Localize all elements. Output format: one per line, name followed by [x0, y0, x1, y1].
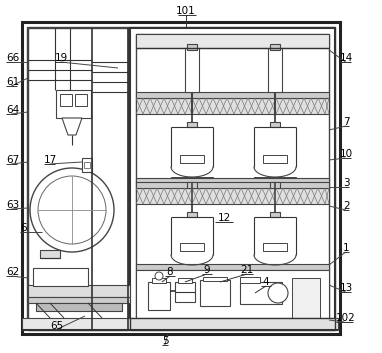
Text: 12: 12	[217, 213, 231, 223]
Bar	[136, 270, 329, 328]
Bar	[75, 94, 87, 106]
Bar	[258, 270, 268, 274]
Text: 10: 10	[340, 149, 353, 159]
Bar	[268, 48, 282, 92]
Text: 102: 102	[336, 313, 356, 323]
Text: 9: 9	[204, 265, 210, 275]
Text: 19: 19	[55, 53, 68, 63]
Bar	[282, 182, 292, 186]
Bar	[240, 282, 282, 304]
Bar	[130, 318, 335, 330]
Bar	[185, 48, 199, 92]
Bar	[136, 34, 329, 48]
Text: 1: 1	[343, 243, 350, 253]
Polygon shape	[62, 118, 82, 135]
Text: 6: 6	[20, 223, 27, 233]
Text: 8: 8	[167, 267, 173, 277]
Bar	[254, 265, 296, 270]
Text: 13: 13	[340, 283, 353, 293]
Bar	[27, 27, 335, 329]
Bar	[28, 285, 130, 297]
Bar	[270, 182, 280, 188]
Circle shape	[38, 176, 106, 244]
Bar	[254, 177, 296, 182]
Bar	[199, 270, 209, 274]
Text: 64: 64	[6, 105, 19, 115]
Bar	[187, 182, 197, 188]
Text: 2: 2	[343, 201, 350, 211]
Text: 21: 21	[240, 265, 254, 275]
Bar	[187, 212, 197, 217]
Bar	[136, 34, 329, 322]
Bar	[28, 28, 128, 330]
Text: 3: 3	[343, 178, 350, 188]
Bar	[175, 282, 195, 302]
Bar	[22, 318, 338, 330]
Circle shape	[30, 168, 114, 252]
Bar	[130, 28, 335, 328]
Circle shape	[268, 283, 288, 303]
Bar	[171, 177, 213, 182]
Bar	[56, 90, 91, 118]
Text: 63: 63	[6, 200, 19, 210]
Bar	[136, 182, 329, 188]
Bar	[175, 182, 185, 186]
Text: 14: 14	[340, 53, 353, 63]
Text: 62: 62	[6, 267, 19, 277]
Bar	[187, 122, 197, 127]
Bar	[178, 278, 192, 283]
Bar	[84, 162, 90, 168]
Bar	[200, 280, 230, 306]
Bar	[263, 243, 287, 251]
Bar	[263, 155, 287, 163]
Bar	[60, 94, 72, 106]
Bar	[136, 178, 329, 186]
Bar	[240, 277, 260, 283]
Bar	[292, 278, 320, 318]
Bar	[203, 277, 227, 281]
Bar	[22, 22, 340, 334]
Text: 65: 65	[50, 321, 63, 331]
Text: 101: 101	[176, 6, 196, 16]
Text: 5: 5	[162, 336, 168, 346]
Bar	[136, 264, 329, 270]
Bar	[40, 250, 60, 258]
Text: 4: 4	[263, 277, 269, 287]
Bar	[136, 188, 329, 204]
Text: 61: 61	[6, 77, 19, 87]
Bar	[36, 303, 122, 311]
Text: 67: 67	[6, 155, 19, 165]
Bar	[28, 297, 130, 303]
Text: 7: 7	[343, 117, 350, 127]
Bar	[199, 182, 209, 186]
Bar	[270, 212, 280, 217]
Bar	[33, 268, 88, 286]
Text: 17: 17	[44, 155, 57, 165]
Bar	[180, 243, 204, 251]
Text: 66: 66	[6, 53, 19, 63]
Bar	[82, 158, 92, 172]
Bar	[171, 265, 213, 270]
Bar	[136, 98, 329, 114]
Bar	[136, 92, 329, 98]
Bar	[148, 282, 170, 310]
Bar	[282, 270, 292, 274]
Bar	[175, 270, 185, 274]
Bar	[258, 182, 268, 186]
Bar	[187, 44, 197, 50]
Bar	[180, 155, 204, 163]
Circle shape	[155, 272, 163, 280]
Bar	[152, 278, 166, 283]
Bar	[270, 122, 280, 127]
Bar	[270, 44, 280, 50]
